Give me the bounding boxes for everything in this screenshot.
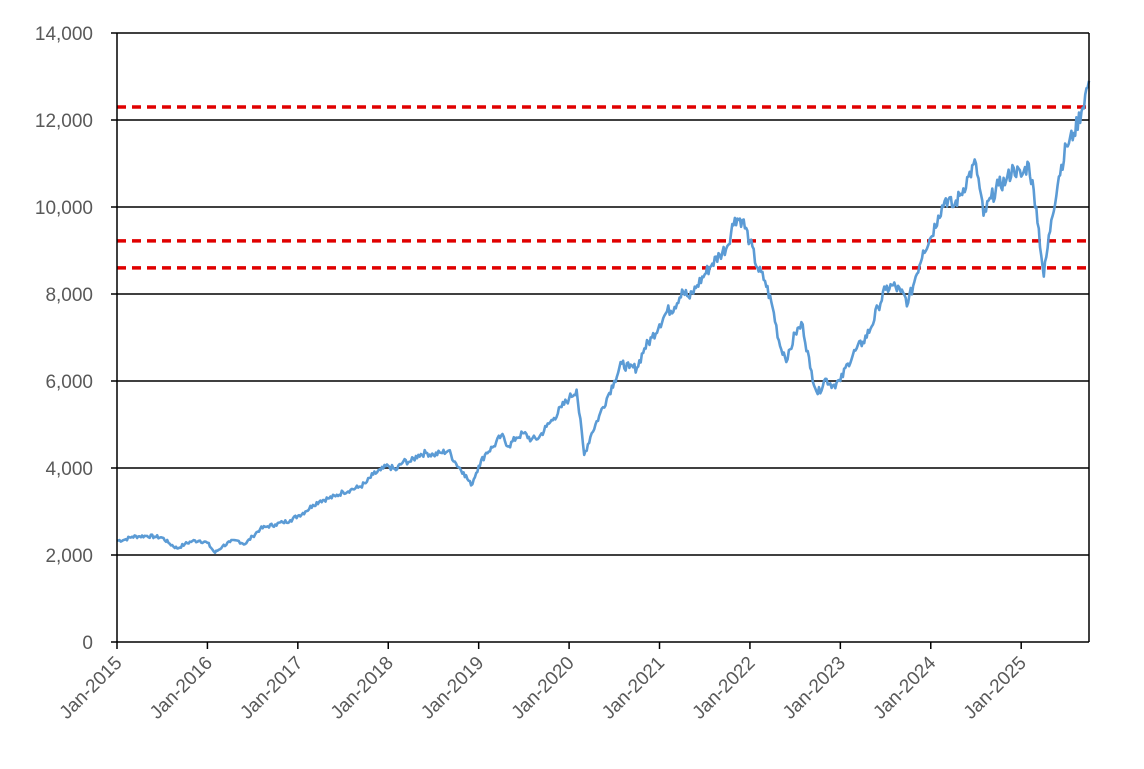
y-tick-label-0: 0 — [82, 633, 93, 654]
x-tick-label-8: Jan-2023 — [779, 653, 850, 724]
x-tick-label-10: Jan-2025 — [960, 653, 1031, 724]
x-tick-label-6: Jan-2021 — [598, 653, 669, 724]
x-tick-label-7: Jan-2022 — [689, 653, 760, 724]
series-layer — [116, 80, 1091, 555]
x-tick-label-1: Jan-2016 — [146, 653, 217, 724]
x-tick-label-3: Jan-2018 — [327, 653, 398, 724]
x-tick-label-9: Jan-2024 — [869, 652, 940, 723]
reference-lines — [117, 105, 1089, 270]
x-tick-label-2: Jan-2017 — [236, 653, 307, 724]
gridlines — [117, 32, 1089, 556]
x-tick-label-4: Jan-2019 — [417, 653, 488, 724]
x-tick-label-0: Jan-2015 — [56, 653, 127, 724]
x-axis-ticks: Jan-2015 Jan-2016 Jan-2017 Jan-2018 Jan-2019… — [56, 642, 1031, 724]
y-tick-label-2: 4,000 — [45, 459, 93, 480]
x-tick-label-5: Jan-2020 — [508, 653, 579, 724]
axes — [116, 33, 1090, 643]
y-tick-label-7: 14,000 — [35, 24, 93, 45]
y-axis-ticks: 0 2,000 4,000 6,000 8,000 10,000 12,000 14,000 — [35, 24, 117, 654]
y-tick-label-5: 10,000 — [35, 198, 93, 219]
y-tick-label-3: 6,000 — [45, 372, 93, 393]
y-tick-label-6: 12,000 — [35, 111, 93, 132]
series-line-1 — [116, 80, 1091, 555]
y-tick-label-1: 2,000 — [45, 546, 93, 567]
y-tick-label-4: 8,000 — [45, 285, 93, 306]
